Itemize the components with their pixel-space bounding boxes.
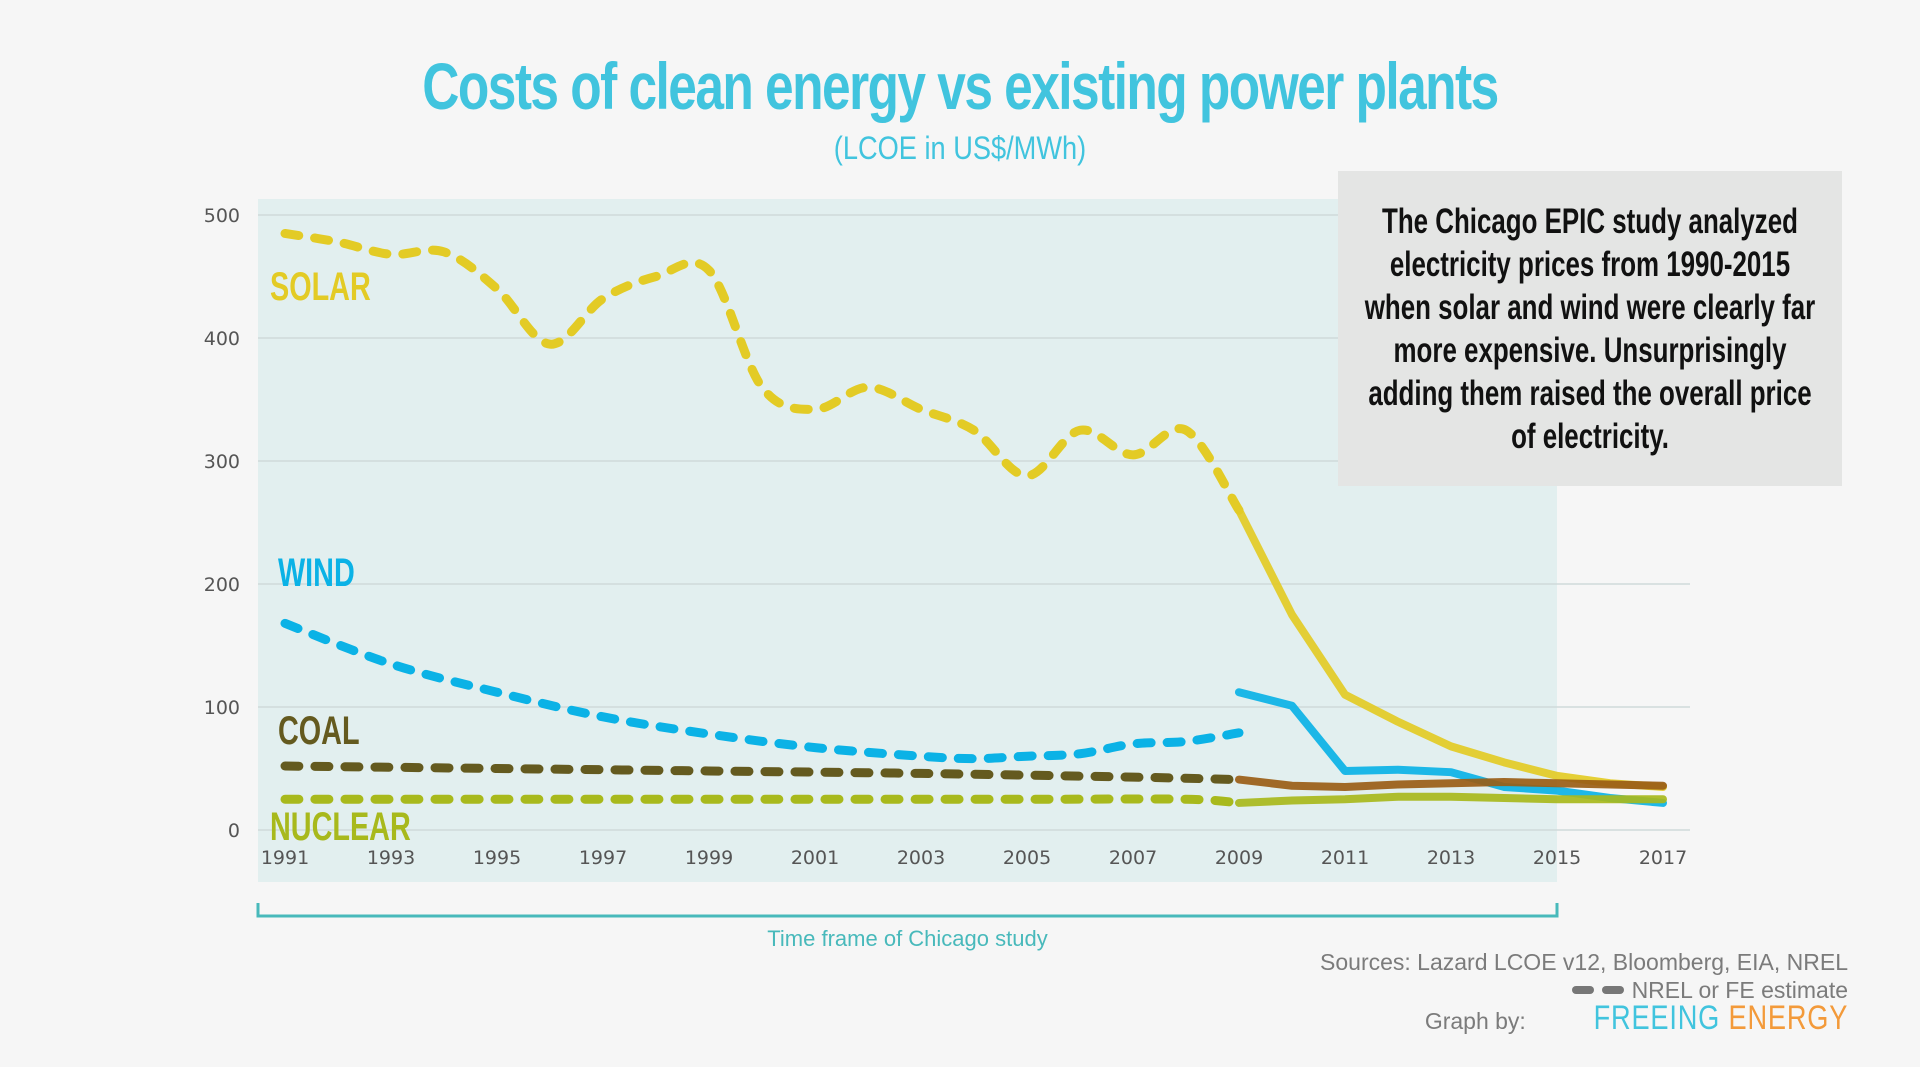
x-tick-label: 2005 [1003, 847, 1051, 869]
coal-actual-line [1235, 775, 1667, 791]
brand-word-1: FREEING [1593, 999, 1720, 1037]
x-tick-label: 2001 [791, 847, 839, 869]
y-axis: 0 100 200 300 400 500 [204, 205, 240, 842]
annotation-box: The Chicago EPIC study analyzed electric… [1338, 171, 1842, 486]
x-axis: 1991 1993 1995 1997 1999 2001 2003 2005 2007 2009… [261, 847, 1687, 869]
chart-title: Costs of clean energy vs existing power … [422, 49, 1499, 123]
x-tick-label: 1999 [685, 847, 733, 869]
wind-label: WIND [278, 550, 355, 595]
graph-by-label: Graph by: [1424, 1008, 1526, 1034]
footer: Sources: Lazard LCOE v12, Bloomberg, EIA… [1320, 948, 1848, 1035]
sources-text: Sources: Lazard LCOE v12, Bloomberg, EIA… [1320, 949, 1848, 975]
y-tick-label: 200 [204, 574, 240, 596]
nuclear-estimate-line [280, 794, 1244, 808]
x-tick-label: 1995 [473, 847, 521, 869]
x-tick-label: 2011 [1321, 847, 1369, 869]
y-tick-label: 300 [204, 451, 240, 473]
brand-logo: FREEING ENERGY [1593, 1001, 1848, 1035]
dash-swatch-icon [1601, 986, 1624, 994]
nuclear-label: NUCLEAR [270, 804, 411, 849]
brand-word-2: ENERGY [1728, 999, 1848, 1037]
dash-swatch-icon [1571, 986, 1594, 994]
nuclear-actual-line [1235, 792, 1667, 807]
y-tick-label: 500 [204, 205, 240, 227]
estimate-legend: NREL or FE estimate [1320, 976, 1848, 1004]
chart-subtitle: (LCOE in US$/MWh) [833, 130, 1087, 166]
x-tick-label: 1997 [579, 847, 627, 869]
x-tick-label: 2003 [897, 847, 945, 869]
wind-estimate-line [280, 618, 1244, 764]
coal-estimate-line [280, 761, 1244, 785]
timeframe-label: Time frame of Chicago study [767, 926, 1047, 951]
x-tick-label: 2015 [1533, 847, 1581, 869]
x-tick-label: 1991 [261, 847, 309, 869]
annotation-text: The Chicago EPIC study analyzed electric… [1364, 201, 1816, 456]
coal-label: COAL [278, 708, 360, 753]
y-tick-label: 0 [228, 820, 240, 842]
y-tick-label: 100 [204, 697, 240, 719]
x-tick-label: 2013 [1427, 847, 1475, 869]
estimate-legend-label: NREL or FE estimate [1631, 977, 1848, 1003]
x-tick-label: 2007 [1109, 847, 1157, 869]
x-tick-label: 2009 [1215, 847, 1263, 869]
solar-estimate-line [280, 228, 1244, 515]
x-tick-label: 2017 [1639, 847, 1687, 869]
y-tick-label: 400 [204, 328, 240, 350]
x-tick-label: 1993 [367, 847, 415, 869]
series-labels: SOLAR WIND COAL NUCLEAR [270, 264, 411, 849]
credit: Graph by: FREEING ENERGY [1320, 1001, 1848, 1035]
series-lines [280, 228, 1667, 808]
solar-label: SOLAR [270, 264, 371, 309]
timeframe-bracket [256, 903, 1559, 918]
